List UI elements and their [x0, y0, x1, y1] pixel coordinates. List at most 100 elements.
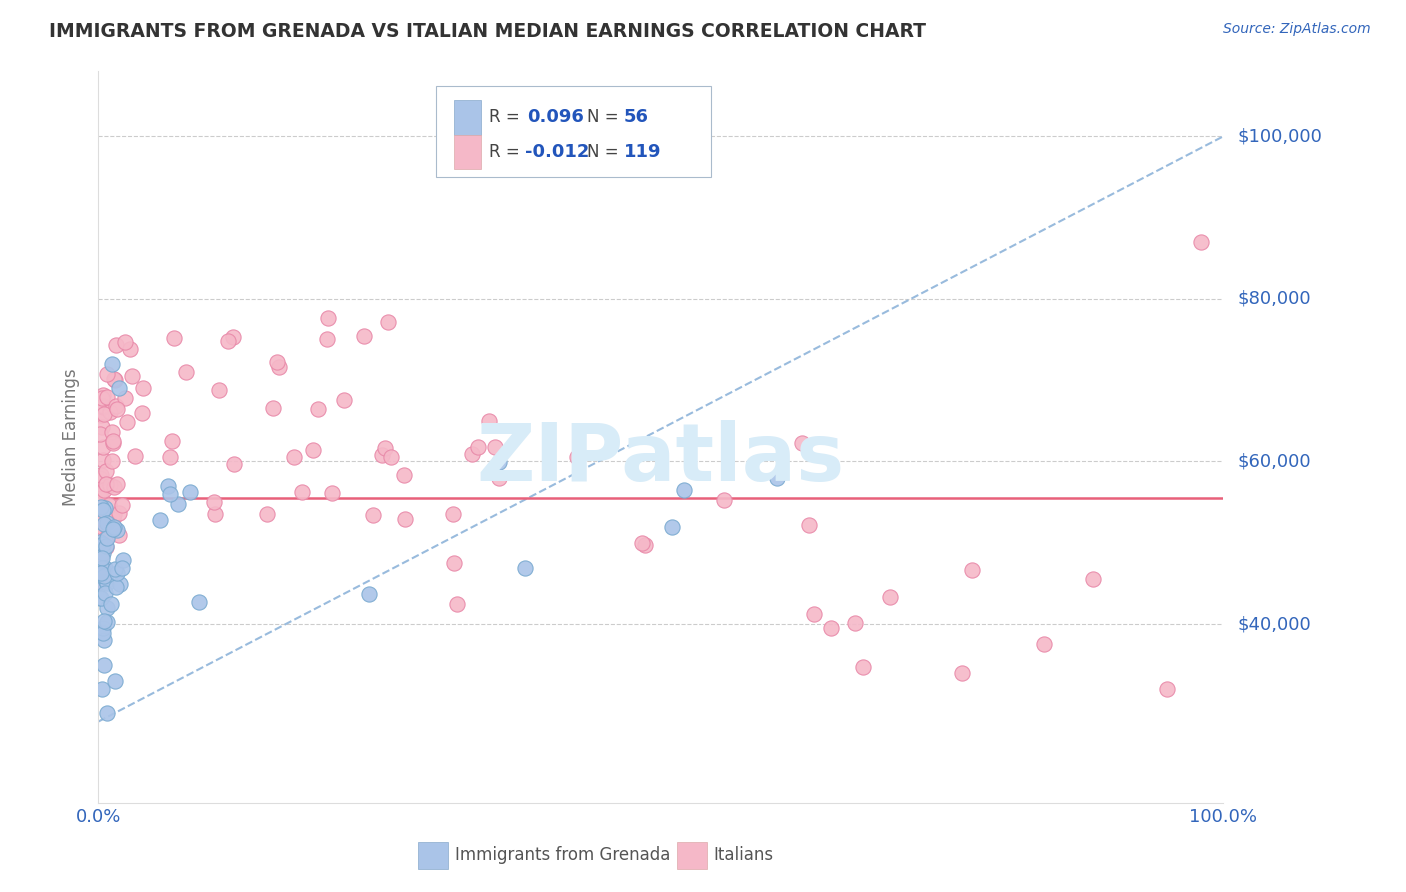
- Point: [371, 448, 394, 462]
- Point: [96, 600, 118, 615]
- Point: [266, 355, 288, 369]
- Point: [515, 561, 537, 575]
- Point: [394, 512, 416, 526]
- Point: [89, 426, 111, 441]
- Point: [361, 508, 384, 523]
- Point: [89, 535, 111, 549]
- Point: [162, 434, 184, 448]
- Point: [108, 506, 131, 520]
- Point: [104, 338, 127, 352]
- Point: [93, 620, 115, 634]
- Point: [105, 580, 128, 594]
- Point: [101, 454, 124, 468]
- Point: [100, 597, 122, 611]
- Point: [467, 441, 489, 455]
- Point: [89, 574, 111, 589]
- FancyBboxPatch shape: [454, 100, 481, 135]
- Point: [94, 477, 117, 491]
- Point: [90, 491, 112, 506]
- Text: Italians: Italians: [714, 847, 773, 864]
- Point: [633, 538, 655, 552]
- Text: Source: ZipAtlas.com: Source: ZipAtlas.com: [1223, 22, 1371, 37]
- Point: [91, 540, 114, 554]
- Point: [89, 574, 111, 589]
- Text: N =: N =: [586, 109, 623, 127]
- Point: [94, 540, 117, 554]
- Point: [96, 368, 118, 382]
- Point: [321, 485, 343, 500]
- Point: [91, 502, 114, 516]
- Point: [105, 477, 128, 491]
- Point: [108, 577, 131, 591]
- Point: [101, 357, 124, 371]
- Point: [91, 452, 114, 467]
- Point: [96, 516, 118, 530]
- Point: [149, 513, 172, 527]
- Point: [163, 330, 186, 344]
- Point: [394, 467, 416, 482]
- Point: [103, 372, 125, 386]
- Point: [96, 576, 118, 591]
- Point: [93, 537, 115, 551]
- Point: [224, 457, 246, 471]
- Point: [316, 332, 339, 346]
- Point: [93, 569, 115, 583]
- Point: [111, 498, 134, 512]
- Point: [962, 563, 984, 577]
- Point: [950, 666, 973, 681]
- Point: [91, 626, 114, 640]
- Point: [661, 520, 683, 534]
- Point: [291, 484, 314, 499]
- Point: [101, 435, 124, 450]
- Point: [90, 483, 112, 498]
- Point: [799, 518, 821, 533]
- Point: [90, 681, 112, 696]
- Point: [103, 507, 125, 521]
- Point: [159, 450, 181, 465]
- Point: [90, 467, 112, 482]
- Point: [96, 464, 118, 478]
- Point: [98, 498, 121, 512]
- Point: [105, 523, 128, 537]
- Point: [94, 531, 117, 545]
- FancyBboxPatch shape: [454, 135, 481, 169]
- Point: [316, 311, 339, 326]
- Point: [156, 478, 179, 492]
- Point: [94, 574, 117, 589]
- Point: [101, 512, 124, 526]
- Point: [91, 399, 114, 413]
- Point: [766, 471, 789, 485]
- Point: [94, 539, 117, 553]
- Point: [91, 570, 114, 584]
- Point: [446, 597, 468, 611]
- Point: [357, 587, 380, 601]
- Point: [103, 480, 125, 494]
- Point: [478, 414, 501, 428]
- Point: [111, 561, 134, 575]
- Point: [93, 537, 115, 551]
- Point: [208, 384, 231, 398]
- Point: [844, 616, 866, 631]
- Point: [93, 633, 115, 648]
- Point: [713, 493, 735, 508]
- Point: [93, 516, 115, 531]
- Point: [93, 562, 115, 576]
- Text: -0.012: -0.012: [524, 143, 589, 161]
- Text: $80,000: $80,000: [1237, 290, 1310, 308]
- Text: IMMIGRANTS FROM GRENADA VS ITALIAN MEDIAN EARNINGS CORRELATION CHART: IMMIGRANTS FROM GRENADA VS ITALIAN MEDIA…: [49, 22, 927, 41]
- Point: [96, 706, 118, 721]
- Text: R =: R =: [489, 109, 524, 127]
- Point: [332, 393, 354, 408]
- Point: [93, 483, 115, 497]
- Point: [93, 657, 115, 672]
- Point: [820, 621, 842, 635]
- Point: [91, 388, 114, 402]
- Text: 119: 119: [624, 143, 661, 161]
- Point: [105, 566, 128, 581]
- Point: [204, 508, 226, 522]
- Point: [96, 531, 118, 545]
- Point: [202, 495, 225, 509]
- Point: [98, 478, 121, 492]
- Point: [179, 485, 201, 500]
- Point: [121, 369, 143, 384]
